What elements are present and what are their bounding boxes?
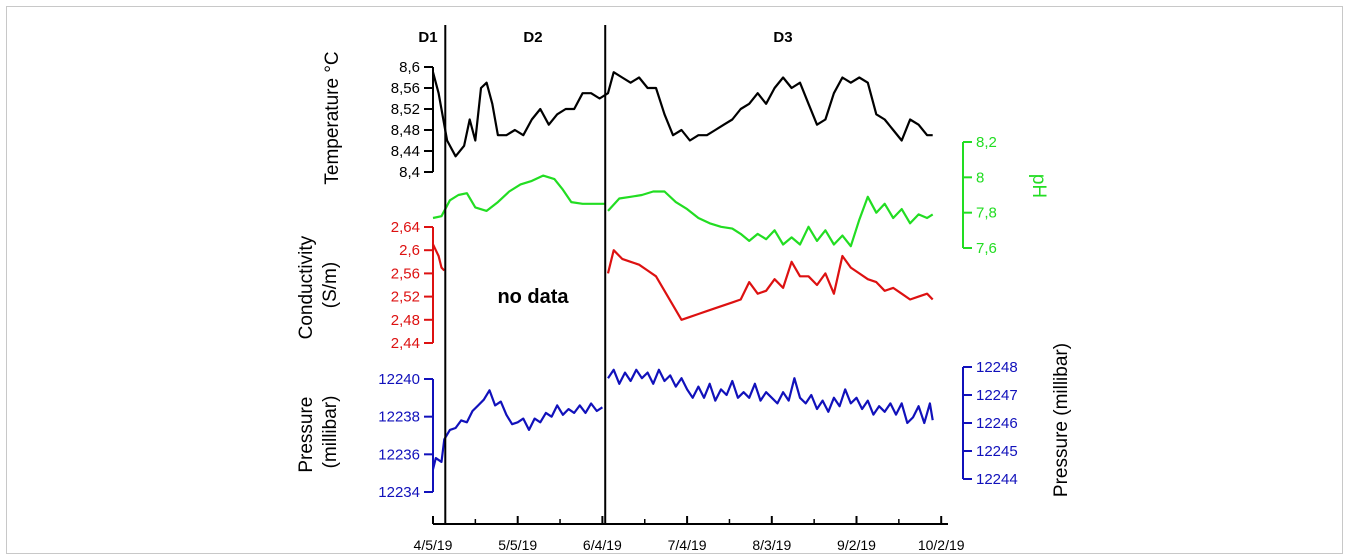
temperature-tick-label: 8,52 bbox=[391, 101, 420, 118]
conductivity-tick-label: 2,64 bbox=[391, 219, 420, 236]
temperature-series-line bbox=[431, 71, 933, 158]
ph-tick-label: 7,8 bbox=[976, 205, 997, 222]
figure-frame bbox=[6, 6, 1343, 554]
conductivity-axis-label-line2: (S/m) bbox=[320, 262, 341, 308]
temperature-tick-label: 8,6 bbox=[399, 59, 420, 76]
pressure-axis-label-line1: Pressure bbox=[296, 397, 317, 473]
conductivity-tick-label: 2,56 bbox=[391, 265, 420, 282]
ph-axis: 8,2 8 7,8 7,6 bbox=[962, 134, 997, 257]
x-tick-label: 4/5/19 bbox=[414, 537, 453, 553]
pressure-right-tick-label: 12248 bbox=[976, 359, 1018, 376]
conductivity-axis: 2,64 2,6 2,56 2,52 2,48 2,44 bbox=[391, 219, 434, 352]
pressure-tick-label: 12236 bbox=[378, 446, 420, 463]
series-layer bbox=[431, 71, 934, 470]
deployment-label-d1: D1 bbox=[418, 29, 437, 46]
pressure-right-series-line bbox=[607, 368, 934, 425]
no-data-annotation: no data bbox=[497, 286, 569, 308]
ph-axis-label: pH bbox=[1028, 174, 1049, 198]
axes-layer: 8,68,568,528,488,448,48,287,87,62,642,62… bbox=[378, 59, 1017, 553]
pressure-right-tick-label: 12247 bbox=[976, 387, 1018, 404]
conductivity-axis-label-line1: Conductivity bbox=[296, 235, 317, 339]
pressure-tick-label: 12234 bbox=[378, 484, 420, 501]
conductivity-axis-label: Conductivity (S/m) bbox=[296, 231, 341, 340]
temperature-tick-label: 8,56 bbox=[391, 80, 420, 97]
deployment-dividers bbox=[444, 25, 607, 524]
pressure-right-tick-label: 12244 bbox=[976, 471, 1018, 488]
pressure-axis-label: Pressure (millibar) bbox=[296, 391, 341, 472]
temperature-tick-label: 8,44 bbox=[391, 143, 420, 160]
temperature-tick-label: 8,48 bbox=[391, 122, 420, 139]
x-tick-label: 5/5/19 bbox=[498, 537, 537, 553]
temperature-axis-label: Temperature °C bbox=[322, 51, 343, 184]
pressure-right-tick-label: 12245 bbox=[976, 443, 1018, 460]
pressure-left-series-line bbox=[431, 389, 604, 470]
pressure-axis: 12240 12238 12236 12234 bbox=[378, 371, 434, 501]
ph-tick-label: 7,6 bbox=[976, 240, 997, 257]
ph-tick-label: 8 bbox=[976, 169, 984, 186]
pressure-right-tick-label: 12246 bbox=[976, 415, 1018, 432]
conductivity-tick-label: 2,44 bbox=[391, 335, 420, 352]
conductivity-tick-label: 2,52 bbox=[391, 289, 420, 306]
pressure-axis-label-line2: (millibar) bbox=[320, 396, 341, 469]
x-tick-label: 9/2/19 bbox=[837, 537, 876, 553]
temperature-axis: 8,6 8,56 8,52 8,48 8,44 8,4 bbox=[391, 59, 434, 181]
deployment-label-d2: D2 bbox=[523, 29, 542, 46]
pressure-tick-label: 12238 bbox=[378, 409, 420, 426]
deployment-label-d3: D3 bbox=[773, 29, 792, 46]
conductivity-tick-label: 2,48 bbox=[391, 312, 420, 329]
conductivity-tick-label: 2,6 bbox=[399, 242, 420, 259]
x-tick-label: 10/2/19 bbox=[918, 537, 965, 553]
x-axis: 4/5/19 5/5/19 6/4/19 7/4/19 8/3/19 9/2/19 10/2… bbox=[414, 516, 965, 553]
x-tick-label: 7/4/19 bbox=[668, 537, 707, 553]
temperature-tick-label: 8,4 bbox=[399, 164, 420, 181]
pressure-right-axis-label: Pressure (millibar) bbox=[1051, 343, 1072, 497]
x-tick-label: 8/3/19 bbox=[752, 537, 791, 553]
ph-series-line bbox=[432, 174, 934, 248]
conductivity-series-line bbox=[432, 243, 934, 321]
pressure-right-axis: 12248 12247 12246 12245 12244 bbox=[962, 359, 1018, 488]
x-tick-label: 6/4/19 bbox=[583, 537, 622, 553]
pressure-tick-label: 12240 bbox=[378, 371, 420, 388]
ph-tick-label: 8,2 bbox=[976, 134, 997, 151]
